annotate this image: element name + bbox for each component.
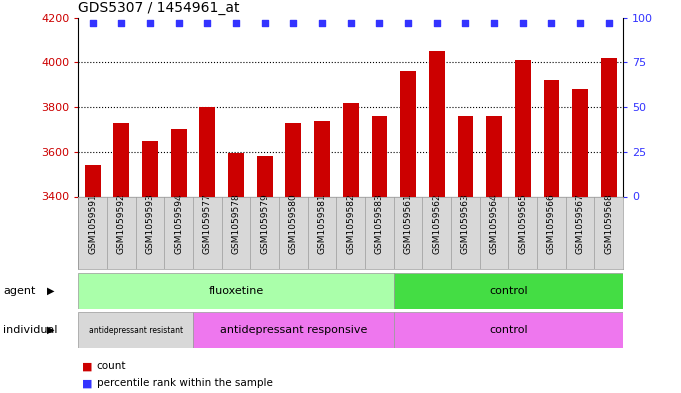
Bar xyxy=(314,121,330,196)
Text: GDS5307 / 1454961_at: GDS5307 / 1454961_at xyxy=(78,1,240,15)
Bar xyxy=(285,123,301,196)
Bar xyxy=(228,153,244,196)
Text: count: count xyxy=(97,361,126,371)
Text: ■: ■ xyxy=(82,378,92,388)
Point xyxy=(518,20,528,26)
Bar xyxy=(458,116,473,196)
Text: antidepressant responsive: antidepressant responsive xyxy=(220,325,367,335)
Point xyxy=(317,20,328,26)
Point xyxy=(603,20,614,26)
Bar xyxy=(572,89,588,196)
Bar xyxy=(429,51,445,196)
Point xyxy=(402,20,413,26)
Bar xyxy=(78,273,394,309)
Bar xyxy=(142,141,158,196)
Bar xyxy=(400,71,416,196)
Text: ■: ■ xyxy=(82,361,92,371)
Bar xyxy=(543,80,559,196)
Bar xyxy=(257,156,272,196)
Point xyxy=(345,20,356,26)
Point xyxy=(288,20,299,26)
Text: agent: agent xyxy=(3,286,36,296)
Text: control: control xyxy=(489,325,528,335)
Bar xyxy=(394,273,623,309)
Point xyxy=(489,20,500,26)
Bar xyxy=(515,60,530,196)
Text: ▶: ▶ xyxy=(47,286,55,296)
Bar xyxy=(171,129,187,196)
Bar xyxy=(114,123,129,196)
Point xyxy=(575,20,586,26)
Point xyxy=(202,20,212,26)
Point xyxy=(546,20,557,26)
Text: antidepressant resistant: antidepressant resistant xyxy=(89,326,183,334)
Point xyxy=(116,20,127,26)
Text: fluoxetine: fluoxetine xyxy=(208,286,264,296)
Point xyxy=(259,20,270,26)
Point xyxy=(374,20,385,26)
Point xyxy=(144,20,155,26)
Text: ▶: ▶ xyxy=(47,325,55,335)
Text: percentile rank within the sample: percentile rank within the sample xyxy=(97,378,272,388)
Point xyxy=(173,20,184,26)
Bar xyxy=(200,107,215,196)
Bar xyxy=(343,103,359,196)
Bar xyxy=(486,116,502,196)
Point xyxy=(231,20,242,26)
Bar xyxy=(394,312,623,348)
Bar xyxy=(84,165,101,196)
Text: control: control xyxy=(489,286,528,296)
Bar xyxy=(78,312,193,348)
Point xyxy=(431,20,442,26)
Bar xyxy=(601,58,617,196)
Bar xyxy=(193,312,394,348)
Text: individual: individual xyxy=(3,325,58,335)
Point xyxy=(460,20,471,26)
Bar xyxy=(372,116,387,196)
Point xyxy=(87,20,98,26)
